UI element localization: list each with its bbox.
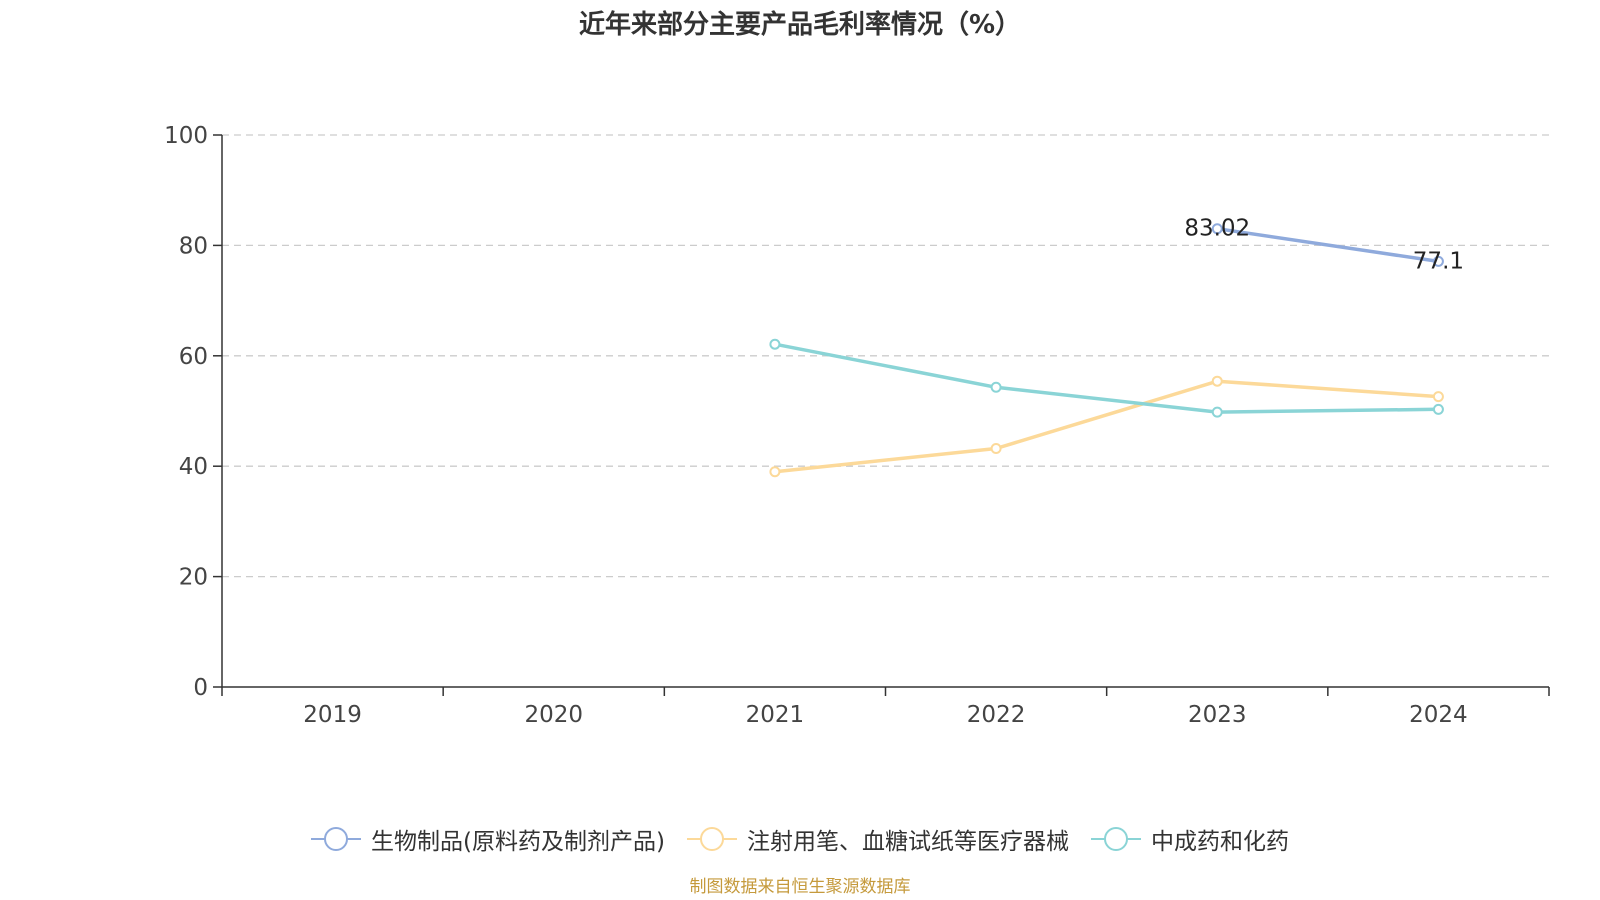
legend-circle-icon [686,826,737,852]
series-line-1 [773,379,1441,474]
data-point [1211,375,1223,387]
y-tick-label: 40 [179,454,208,480]
data-point [1432,403,1444,415]
legend-item[interactable]: 注射用笔、血糖试纸等医疗器械 [686,822,1069,856]
data-point [990,443,1002,455]
x-tick-label: 2020 [524,702,583,728]
legend-label: 生物制品(原料药及制剂产品) [371,829,665,855]
data-point [1211,223,1223,235]
y-tick-label: 60 [179,344,208,370]
y-tick-label: 20 [179,565,208,591]
x-tick-label: 2021 [746,702,805,728]
y-tick-label: 0 [193,675,208,701]
data-point [1432,391,1444,403]
legend-label: 中成药和化药 [1150,829,1289,855]
data-label: 83.02 [1184,216,1250,242]
legend: 生物制品(原料药及制剂产品) 注射用笔、血糖试纸等医疗器械 中成药和化药 [0,822,1600,856]
x-tick-label: 2024 [1409,702,1468,728]
data-point [769,466,781,478]
legend-circle-icon [311,826,362,852]
x-tick-label: 2022 [967,702,1026,728]
data-point [1432,255,1444,267]
series-line-2 [773,342,1441,414]
y-tick-label: 80 [179,233,208,259]
legend-item[interactable]: 中成药和化药 [1090,822,1289,856]
legend-item[interactable]: 生物制品(原料药及制剂产品) [311,822,665,856]
chart-title: 近年来部分主要产品毛利率情况（%） [578,10,1022,40]
x-tick-label: 2019 [303,702,362,728]
y-tick-label: 100 [164,123,208,149]
data-label: 77.1 [1413,248,1464,274]
legend-label: 注射用笔、血糖试纸等医疗器械 [746,829,1069,855]
data-point [1211,406,1223,418]
data-point [990,381,1002,393]
legend-circle-icon [1090,826,1141,852]
series-line-0 [1215,226,1441,264]
source-note: 制图数据来自恒生聚源数据库 [689,877,911,897]
data-point [769,338,781,350]
x-tick-label: 2023 [1188,702,1247,728]
